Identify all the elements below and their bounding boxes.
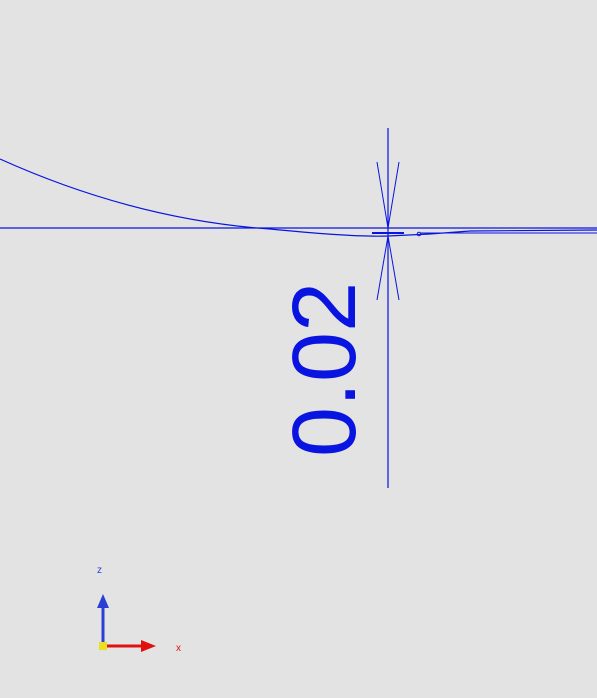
z-axis-arrowhead xyxy=(97,594,109,608)
dimension-value[interactable]: 0.02 xyxy=(275,282,375,457)
axis-triad: z x xyxy=(97,565,181,654)
dimension-arrow-upper xyxy=(376,161,400,229)
x-axis-label: x xyxy=(176,643,181,654)
origin-marker xyxy=(99,642,107,650)
x-axis-arrowhead xyxy=(141,640,156,652)
profile-curve[interactable] xyxy=(0,158,389,237)
curve-point-marker[interactable] xyxy=(416,231,422,237)
z-axis-label: z xyxy=(97,565,102,576)
dimension-arrow-lower xyxy=(376,235,400,301)
